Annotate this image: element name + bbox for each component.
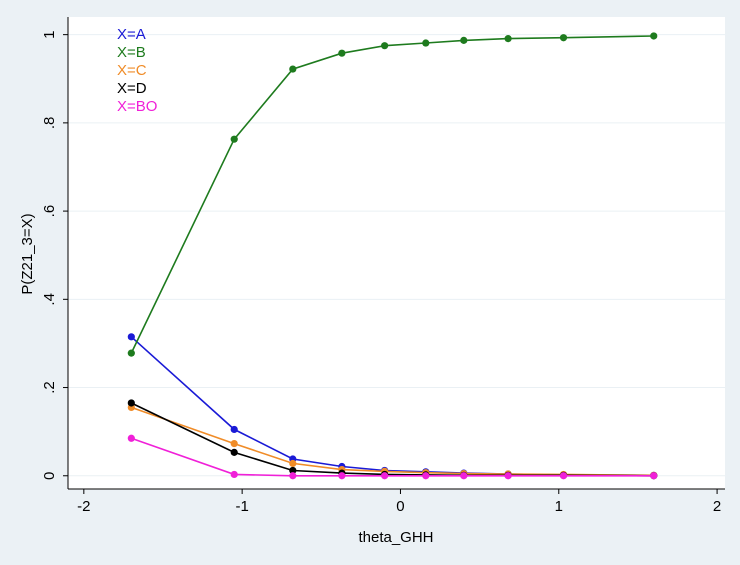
data-point [289,459,297,468]
data-point [460,472,468,480]
series-line [131,406,654,477]
data-point [504,35,512,43]
data-point [289,65,297,73]
data-point [127,399,135,407]
data-point [422,39,430,47]
x-tick-label: 1 [555,498,563,515]
x-tick-label: -1 [235,498,248,515]
data-point [127,349,135,357]
data-point [650,472,658,480]
data-point [289,472,297,480]
data-point [127,333,135,341]
x-tick-label: 2 [713,498,721,515]
legend-entry: X=D [117,80,147,97]
axes: 0 .2 .4 .6 .8 1 -2 -1 0 1 2 [41,17,725,515]
data-point [504,472,512,480]
data-point [559,472,568,480]
x-axis-title: theta_GHH [358,529,433,546]
data-point [650,32,658,40]
y-axis-title: P(Z21_3=X) [19,213,36,294]
data-point [230,448,238,456]
series-group [127,32,658,480]
y-tick-label: .6 [41,205,58,218]
data-point [338,472,346,480]
legend-entry: X=A [117,26,146,43]
plot-area [68,17,725,489]
legend-entry: X=B [117,44,146,61]
data-point [289,466,297,475]
y-tick-label: .2 [41,381,58,394]
data-point [381,472,389,480]
series-line [131,437,654,477]
y-tick-label: 0 [41,472,58,480]
data-point [422,472,430,480]
data-point [230,425,238,434]
series-x-bo [127,434,658,480]
x-tick-label: 0 [396,498,404,515]
x-tick-label: -2 [77,498,90,515]
data-point [230,470,238,479]
legend-entry: X=BO [117,98,157,115]
data-point [381,42,389,50]
data-point [230,439,238,448]
data-point [338,49,346,57]
legend: X=AX=BX=CX=DX=BO [117,26,157,115]
data-point [230,135,238,143]
data-point [559,34,568,42]
y-tick-label: .8 [41,117,58,130]
y-tick-label: 1 [41,30,58,38]
y-tick-label: .4 [41,293,58,306]
data-point [460,36,468,44]
data-point [127,434,135,442]
series-x-b [127,32,658,357]
legend-entry: X=C [117,62,147,79]
series-line [130,35,654,354]
